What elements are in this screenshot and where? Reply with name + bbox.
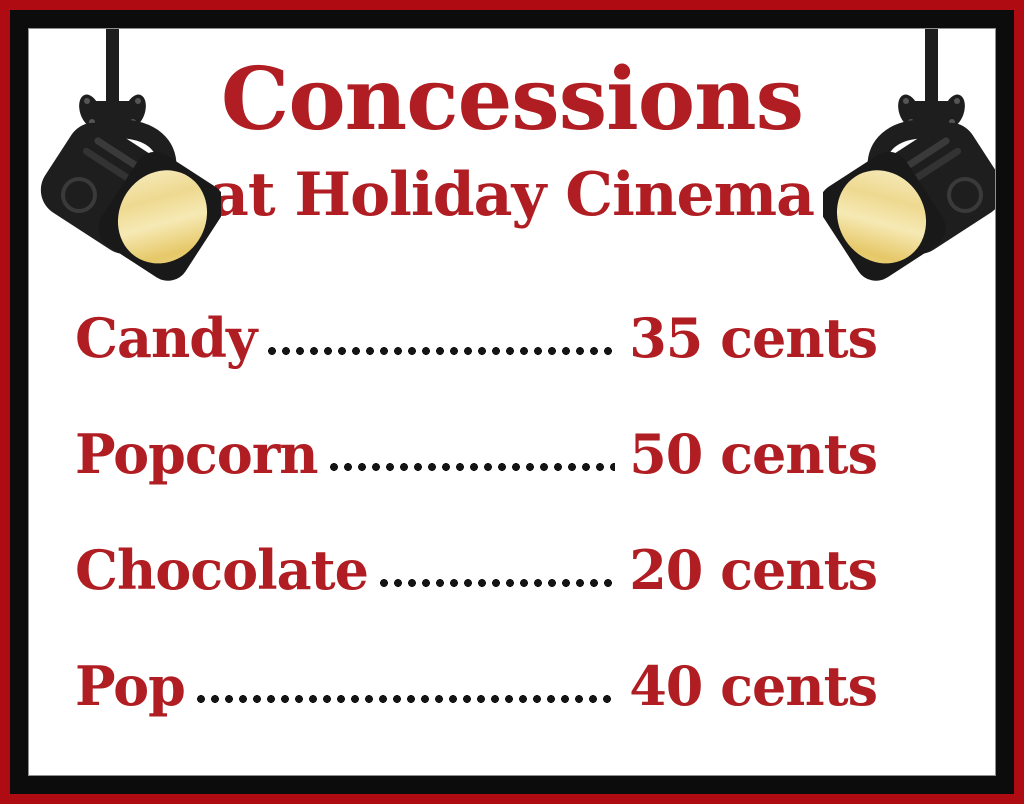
menu-item-row: Popcorn 50 cents: [75, 419, 878, 486]
item-price: 40 cents: [629, 654, 878, 718]
sign-subtitle: at Holiday Cinema: [209, 160, 815, 230]
menu-item-row: Candy 35 cents: [75, 303, 878, 370]
sign-title: Concessions: [220, 49, 804, 150]
item-name: Popcorn: [75, 422, 319, 486]
dot-leader: [266, 345, 616, 357]
black-frame: Concessions at Holiday Cinema Candy 35 c…: [10, 10, 1014, 794]
sign-panel: Concessions at Holiday Cinema Candy 35 c…: [28, 28, 996, 776]
dot-leader: [377, 577, 616, 589]
spotlight-icon: [40, 29, 221, 281]
item-name: Chocolate: [75, 538, 369, 602]
item-price: 50 cents: [629, 422, 878, 486]
spotlight-icon: [823, 29, 995, 281]
menu-item-row: Pop 40 cents: [75, 651, 878, 718]
item-price: 35 cents: [629, 306, 878, 370]
item-price: 20 cents: [629, 538, 878, 602]
item-name: Candy: [75, 306, 257, 370]
menu-item-row: Chocolate 20 cents: [75, 535, 878, 602]
dot-leader: [327, 461, 616, 473]
price-list: Candy 35 cents Popcorn 50 cents Chocolat…: [29, 303, 995, 713]
item-name: Pop: [75, 654, 186, 718]
dot-leader: [194, 693, 616, 705]
sign-header: Concessions at Holiday Cinema: [29, 29, 995, 230]
